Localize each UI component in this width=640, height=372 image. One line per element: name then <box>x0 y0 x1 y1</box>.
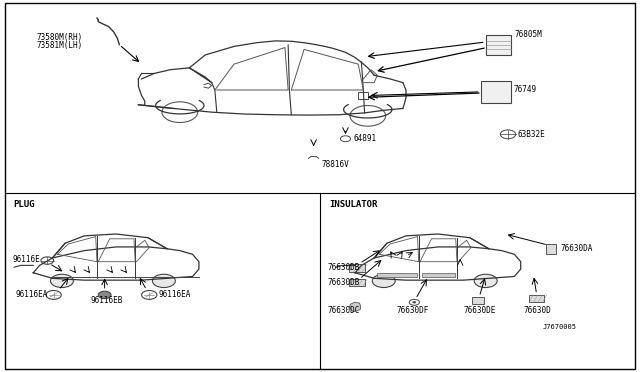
Text: 76749: 76749 <box>513 85 536 94</box>
Text: 76630DB: 76630DB <box>328 278 360 287</box>
Circle shape <box>412 301 416 304</box>
FancyBboxPatch shape <box>349 279 365 286</box>
Circle shape <box>51 274 74 288</box>
Text: 96116EA: 96116EA <box>15 291 48 299</box>
FancyBboxPatch shape <box>472 297 484 304</box>
FancyBboxPatch shape <box>481 81 511 103</box>
Text: 96116EB: 96116EB <box>91 296 123 305</box>
Text: 78816V: 78816V <box>321 160 349 170</box>
FancyBboxPatch shape <box>529 295 544 302</box>
Text: 63B32E: 63B32E <box>518 130 545 139</box>
FancyBboxPatch shape <box>486 35 511 55</box>
Text: 76630D: 76630D <box>524 306 552 315</box>
Text: PLUG: PLUG <box>13 200 35 209</box>
FancyBboxPatch shape <box>545 244 556 254</box>
FancyBboxPatch shape <box>378 273 417 277</box>
Text: 73581M(LH): 73581M(LH) <box>36 41 83 50</box>
Circle shape <box>372 274 395 288</box>
FancyBboxPatch shape <box>422 273 455 277</box>
FancyBboxPatch shape <box>358 92 369 99</box>
Text: 76630DB: 76630DB <box>328 263 360 272</box>
Text: 76805M: 76805M <box>515 30 542 39</box>
Text: 76630DA: 76630DA <box>561 244 593 253</box>
Text: J7670005: J7670005 <box>543 324 577 330</box>
Text: INSULATOR: INSULATOR <box>330 200 378 209</box>
Text: 76630DE: 76630DE <box>463 306 496 315</box>
Circle shape <box>99 291 111 299</box>
Text: 76630DC: 76630DC <box>328 306 360 315</box>
FancyBboxPatch shape <box>349 264 365 272</box>
Text: 64891: 64891 <box>353 134 376 143</box>
FancyBboxPatch shape <box>4 3 636 369</box>
Text: 96116EA: 96116EA <box>159 291 191 299</box>
Text: 76630DF: 76630DF <box>396 306 429 315</box>
Polygon shape <box>349 302 361 311</box>
Text: 73580M(RH): 73580M(RH) <box>36 33 83 42</box>
Circle shape <box>474 274 497 288</box>
Text: 96116E: 96116E <box>13 254 40 264</box>
Circle shape <box>152 274 175 288</box>
